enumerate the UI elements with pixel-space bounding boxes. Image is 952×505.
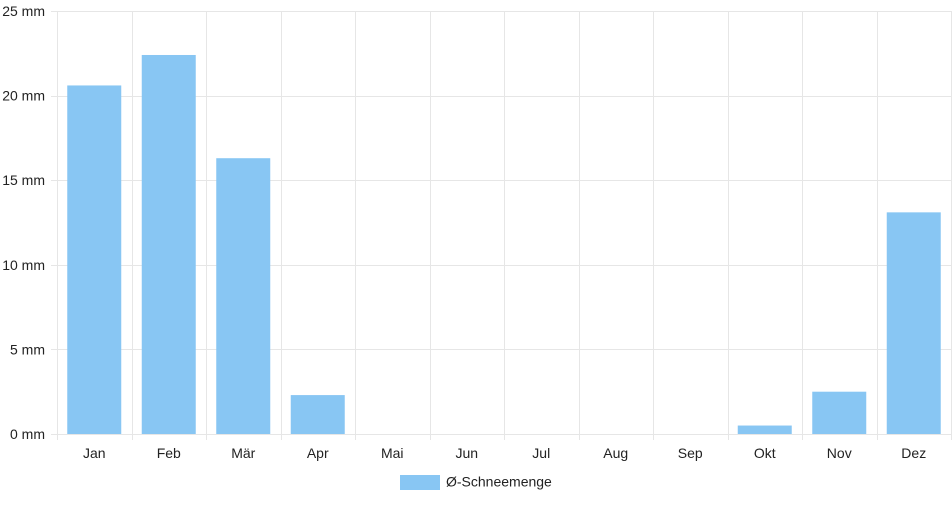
- x-tick-label: Aug: [603, 445, 628, 461]
- bar-1: [141, 54, 196, 434]
- x-tick-label: Jun: [455, 445, 478, 461]
- bar-3: [290, 395, 345, 434]
- bar-layer: [67, 54, 941, 435]
- bar-0: [67, 85, 122, 434]
- axis-layer: 0 mm 5 mm 10 mm 15 mm 20 mm 25 mm Jan Feb Mär Apr…: [2, 3, 926, 461]
- y-tick-label: 10 mm: [2, 257, 45, 273]
- y-tick-label: 15 mm: [2, 172, 45, 188]
- x-tick-label: Sep: [678, 445, 703, 461]
- x-tick-label: Feb: [157, 445, 181, 461]
- x-tick-label: Dez: [901, 445, 926, 461]
- y-tick-label: 20 mm: [2, 88, 45, 104]
- x-tick-label: Jul: [532, 445, 550, 461]
- bar-2: [216, 158, 271, 435]
- bar-10: [812, 391, 867, 434]
- x-tick-label: Jan: [83, 445, 106, 461]
- legend-label[interactable]: Ø-Schneemenge: [446, 474, 552, 490]
- x-tick-label: Nov: [827, 445, 852, 461]
- y-tick-label: 0 mm: [10, 426, 45, 442]
- y-tick-label: 5 mm: [10, 341, 45, 357]
- x-tick-label: Mär: [231, 445, 255, 461]
- bar-11: [886, 212, 941, 434]
- legend[interactable]: Ø-Schneemenge: [400, 474, 552, 491]
- legend-swatch[interactable]: [400, 475, 440, 490]
- x-tick-label: Okt: [754, 445, 776, 461]
- x-tick-label: Apr: [307, 445, 329, 461]
- bar-9: [737, 425, 792, 434]
- y-tick-label: 25 mm: [2, 3, 45, 19]
- x-tick-label: Mai: [381, 445, 404, 461]
